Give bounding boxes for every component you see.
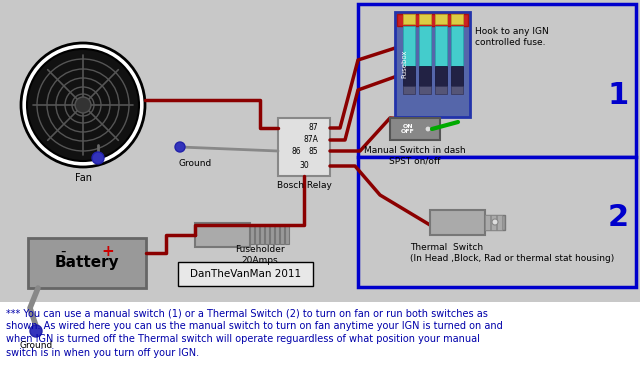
Bar <box>195 223 250 247</box>
Bar <box>419 26 431 66</box>
Bar <box>395 12 470 117</box>
Bar <box>280 226 284 244</box>
Bar <box>497 215 502 230</box>
Circle shape <box>92 152 104 164</box>
Text: 1: 1 <box>607 81 628 109</box>
Bar <box>397 14 468 26</box>
Text: DanTheVanMan 2011: DanTheVanMan 2011 <box>191 269 301 279</box>
Bar <box>275 226 279 244</box>
Text: Manual Switch in dash
SPST on/off: Manual Switch in dash SPST on/off <box>364 146 466 166</box>
Bar <box>358 4 636 157</box>
Text: -: - <box>60 244 66 258</box>
Bar <box>278 118 330 176</box>
Bar <box>451 26 463 66</box>
Bar <box>435 26 447 66</box>
Bar <box>419 66 431 86</box>
Text: 85: 85 <box>308 147 318 155</box>
Bar <box>403 66 415 86</box>
Bar <box>485 215 505 230</box>
Text: 87: 87 <box>308 124 318 133</box>
Text: Fuseholder
20Amps: Fuseholder 20Amps <box>235 245 285 265</box>
Text: +: + <box>102 244 115 258</box>
Text: Fusebox: Fusebox <box>401 50 407 78</box>
Bar <box>28 238 146 288</box>
Bar <box>485 215 490 230</box>
Text: ON
OFF: ON OFF <box>401 124 415 135</box>
Text: Ground: Ground <box>179 160 212 168</box>
Circle shape <box>425 126 431 132</box>
Bar <box>430 210 485 235</box>
Bar <box>390 118 440 140</box>
Circle shape <box>21 43 145 167</box>
Text: Thermal  Switch
(In Head ,Block, Rad or thermal stat housing): Thermal Switch (In Head ,Block, Rad or t… <box>410 243 614 263</box>
Text: Ground: Ground <box>19 340 52 350</box>
Text: Bosch Relay: Bosch Relay <box>276 182 332 190</box>
Bar <box>0 300 640 380</box>
Bar <box>403 14 415 24</box>
Bar <box>0 302 640 380</box>
Bar <box>419 86 431 94</box>
Circle shape <box>30 325 42 337</box>
Text: Fan: Fan <box>74 173 92 183</box>
Bar <box>178 262 313 286</box>
Bar <box>435 66 447 86</box>
Text: *** You can use a manual switch (1) or a Thermal Switch (2) to turn on fan or ru: *** You can use a manual switch (1) or a… <box>6 308 503 358</box>
Text: 30: 30 <box>299 162 309 171</box>
Circle shape <box>175 142 185 152</box>
Bar <box>358 157 636 287</box>
Bar <box>270 226 274 244</box>
Text: 87A: 87A <box>303 136 318 144</box>
Text: 2: 2 <box>607 204 628 233</box>
Text: Hook to any IGN
controlled fuse.: Hook to any IGN controlled fuse. <box>475 27 548 47</box>
Bar <box>403 86 415 94</box>
Circle shape <box>75 97 91 113</box>
Bar <box>265 226 269 244</box>
Text: 86: 86 <box>292 147 301 155</box>
Bar <box>0 0 640 300</box>
Bar <box>255 226 259 244</box>
Text: Battery: Battery <box>54 255 119 271</box>
Circle shape <box>492 219 498 225</box>
Bar <box>419 14 431 24</box>
Bar <box>403 26 415 66</box>
Bar <box>250 226 254 244</box>
Bar <box>491 215 496 230</box>
Bar <box>451 86 463 94</box>
Bar <box>451 14 463 24</box>
Bar <box>435 86 447 94</box>
Bar <box>260 226 264 244</box>
Bar <box>285 226 289 244</box>
Bar <box>451 66 463 86</box>
Bar <box>435 14 447 24</box>
Circle shape <box>27 49 139 161</box>
